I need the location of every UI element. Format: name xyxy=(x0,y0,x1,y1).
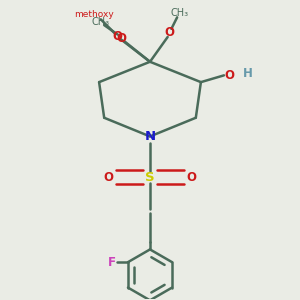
Text: CH₃: CH₃ xyxy=(91,17,109,27)
Text: O: O xyxy=(113,30,123,43)
Text: O: O xyxy=(165,26,175,39)
Text: H: H xyxy=(243,67,253,80)
Text: methoxy: methoxy xyxy=(74,10,114,19)
Text: F: F xyxy=(108,256,116,268)
Text: CH₃: CH₃ xyxy=(171,8,189,18)
Text: N: N xyxy=(144,130,156,143)
Text: O: O xyxy=(116,32,126,44)
Text: O: O xyxy=(103,171,113,184)
Text: O: O xyxy=(187,171,197,184)
Text: O: O xyxy=(224,69,234,82)
Text: S: S xyxy=(145,171,155,184)
